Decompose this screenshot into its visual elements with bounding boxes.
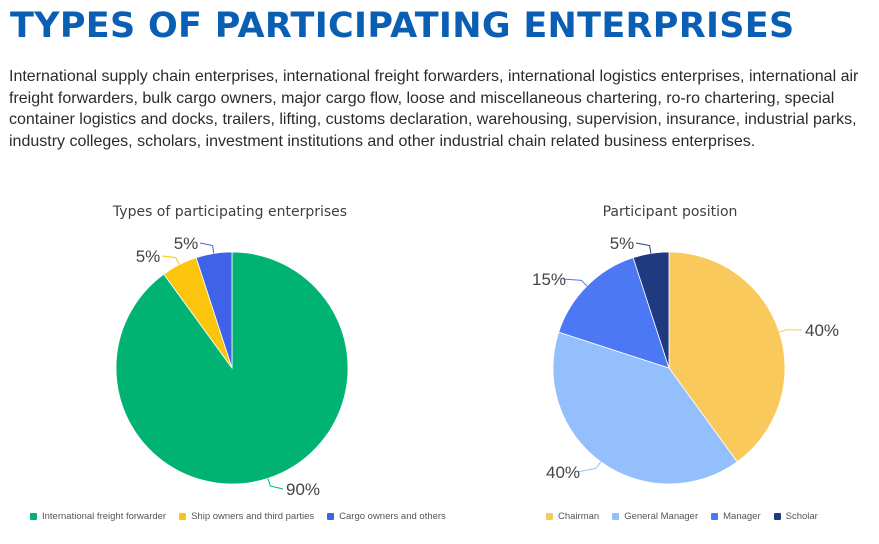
legend-swatch — [612, 513, 620, 520]
pct-label-scholar: 5% — [610, 234, 635, 253]
callout-line-international-freight-forwarder — [267, 478, 284, 490]
legend-label: Chairman — [558, 511, 600, 522]
callout-line-general-manager — [576, 461, 602, 473]
callout-line-ship-owners-and-third-parties — [161, 255, 180, 265]
legend-label: International freight forwarder — [42, 511, 167, 522]
legend-participant-position: Chairman General Manager Manager Scholar — [546, 511, 831, 522]
callout-line-scholar — [635, 242, 652, 254]
legend-item-cargo-owners-and-others: Cargo owners and others — [327, 511, 446, 522]
legend-item-manager: Manager — [711, 511, 761, 522]
legend-label: General Manager — [624, 511, 699, 522]
pct-label-chairman: 40% — [805, 321, 839, 340]
legend-swatch — [30, 513, 37, 520]
legend-swatch — [179, 513, 187, 520]
legend-item-ship-owners-and-third-parties: Ship owners and third parties — [179, 511, 314, 522]
pie-slice-general-manager — [552, 331, 738, 485]
legend-item-scholar: Scholar — [773, 511, 818, 522]
legend-swatch — [711, 513, 719, 520]
legend-item-international-freight-forwarder: International freight forwarder — [30, 511, 166, 522]
legend-item-general-manager: General Manager — [612, 511, 698, 522]
legend-label: Scholar — [785, 511, 818, 522]
pie-2: 40% 40% 15% 5% — [532, 234, 839, 485]
callout-line-chairman — [779, 329, 803, 333]
legend-swatch — [546, 513, 553, 520]
pie-1: 90% 5% 5% — [115, 234, 349, 499]
legend-item-chairman: Chairman — [546, 511, 599, 522]
pie-slice-cargo-owners-and-others — [195, 251, 233, 369]
pct-label-cargo-owners-and-others: 5% — [174, 234, 199, 253]
intro-paragraph: International supply chain enterprises, … — [9, 68, 859, 150]
legend-swatch — [327, 513, 335, 520]
pct-label-international-freight-forwarder: 90% — [286, 480, 320, 499]
legend-label: Manager — [723, 511, 761, 522]
pct-label-general-manager: 40% — [546, 463, 580, 482]
callout-line-cargo-owners-and-others — [199, 242, 215, 254]
pie-slice-chairman — [668, 251, 786, 463]
page-title: TYPES OF PARTICIPATING ENTERPRISES — [10, 6, 795, 46]
pct-label-ship-owners-and-third-parties: 5% — [136, 247, 161, 266]
pie-slice-scholar — [632, 251, 670, 369]
pct-label-manager: 15% — [532, 270, 566, 289]
legend-swatch — [773, 513, 781, 520]
chart-title-enterprise-types: Types of participating enterprises — [112, 204, 348, 220]
pie-slice-manager — [558, 257, 670, 369]
chart-title-participant-position: Participant position — [602, 204, 738, 220]
callout-line-manager — [562, 278, 588, 287]
legend-label: Cargo owners and others — [339, 511, 446, 522]
legend-enterprise-types: International freight forwarder Ship owne… — [30, 511, 459, 522]
legend-label: Ship owners and third parties — [191, 511, 315, 522]
